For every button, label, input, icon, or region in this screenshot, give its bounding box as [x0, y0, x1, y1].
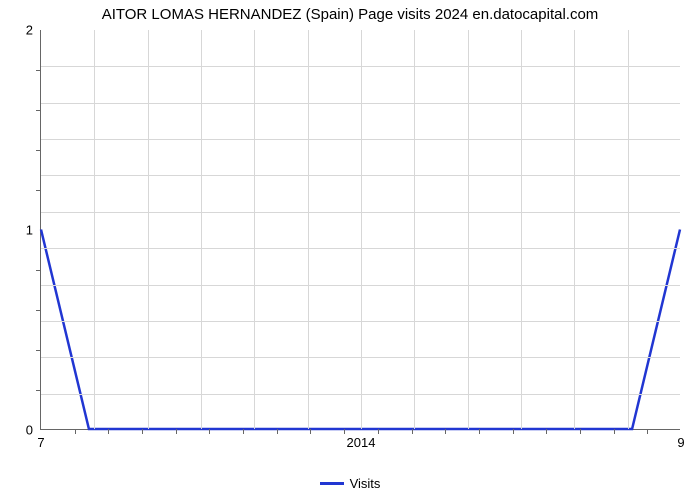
y-axis-minor-tick: [36, 190, 41, 191]
x-axis-minor-tick: [479, 429, 480, 434]
legend-swatch-visits: [320, 482, 344, 485]
grid-line-horizontal: [41, 394, 680, 395]
x-axis-minor-tick: [513, 429, 514, 434]
grid-line-vertical: [201, 30, 202, 429]
legend: Visits: [0, 472, 700, 491]
y-axis-tick-label: 0: [26, 423, 33, 438]
grid-line-horizontal: [41, 103, 680, 104]
x-axis-minor-tick: [142, 429, 143, 434]
x-axis-minor-tick: [344, 429, 345, 434]
grid-line-horizontal: [41, 357, 680, 358]
chart-title: AITOR LOMAS HERNANDEZ (Spain) Page visit…: [0, 6, 700, 23]
x-axis-minor-tick: [412, 429, 413, 434]
x-axis-minor-tick: [108, 429, 109, 434]
x-axis-minor-tick: [277, 429, 278, 434]
plot-area: 012720149: [40, 30, 680, 430]
x-axis-minor-tick: [310, 429, 311, 434]
grid-line-horizontal: [41, 66, 680, 67]
grid-line-vertical: [148, 30, 149, 429]
grid-line-horizontal: [41, 321, 680, 322]
grid-line-vertical: [628, 30, 629, 429]
x-axis-minor-tick: [209, 429, 210, 434]
y-axis-minor-tick: [36, 150, 41, 151]
y-axis-minor-tick: [36, 270, 41, 271]
y-axis-minor-tick: [36, 70, 41, 71]
x-axis-minor-tick: [445, 429, 446, 434]
grid-line-vertical: [308, 30, 309, 429]
grid-line-horizontal: [41, 212, 680, 213]
grid-line-vertical: [414, 30, 415, 429]
grid-line-horizontal: [41, 139, 680, 140]
grid-line-horizontal: [41, 285, 680, 286]
grid-line-vertical: [468, 30, 469, 429]
y-axis-minor-tick: [36, 350, 41, 351]
grid-line-vertical: [521, 30, 522, 429]
x-axis-minor-tick: [614, 429, 615, 434]
chart-container: AITOR LOMAS HERNANDEZ (Spain) Page visit…: [0, 0, 700, 500]
x-axis-minor-tick: [75, 429, 76, 434]
y-axis-minor-tick: [36, 110, 41, 111]
y-axis-minor-tick: [36, 390, 41, 391]
legend-item-visits: Visits: [320, 476, 381, 491]
grid-line-vertical: [94, 30, 95, 429]
y-axis-tick-label: 1: [26, 223, 33, 238]
y-axis-minor-tick: [36, 310, 41, 311]
x-axis-tick-label: 7: [37, 435, 44, 450]
grid-line-horizontal: [41, 248, 680, 249]
legend-label-visits: Visits: [350, 476, 381, 491]
x-axis-minor-tick: [546, 429, 547, 434]
x-axis-minor-tick: [378, 429, 379, 434]
x-axis-tick-label: 2014: [347, 435, 376, 450]
x-axis-minor-tick: [647, 429, 648, 434]
grid-line-vertical: [574, 30, 575, 429]
x-axis-tick-label: 9: [677, 435, 684, 450]
x-axis-minor-tick: [243, 429, 244, 434]
y-axis-tick-label: 2: [26, 23, 33, 38]
grid-line-vertical: [254, 30, 255, 429]
x-axis-minor-tick: [580, 429, 581, 434]
x-axis-minor-tick: [176, 429, 177, 434]
grid-line-horizontal: [41, 175, 680, 176]
grid-line-vertical: [361, 30, 362, 429]
